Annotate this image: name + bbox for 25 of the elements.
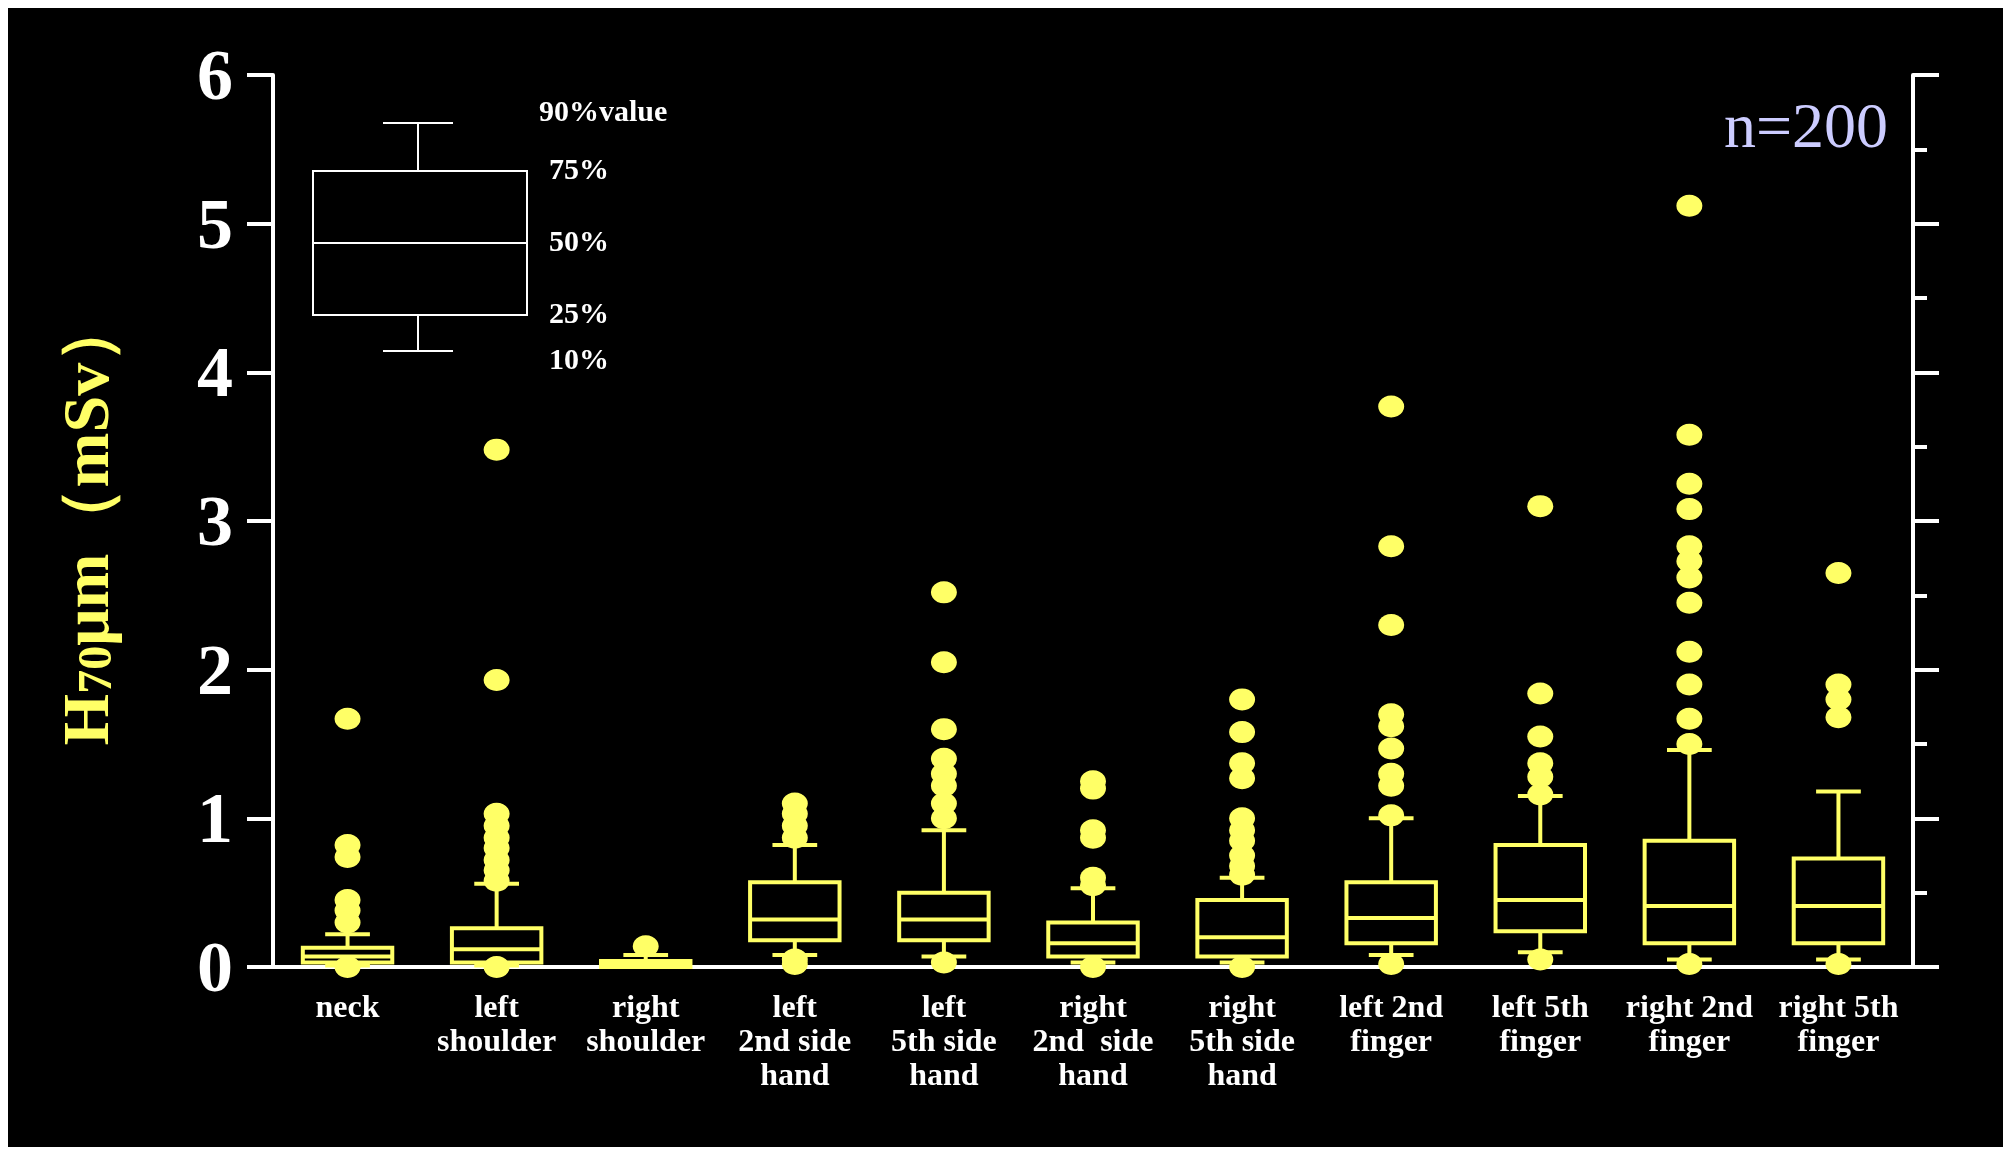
- y-tick-label: 1: [197, 778, 233, 859]
- annotation: n=200: [1723, 89, 1888, 161]
- y-tick-label: 5: [197, 183, 233, 264]
- x-tick-label: left shoulder: [437, 988, 557, 1058]
- x-tick-label: right 5th side hand: [1189, 988, 1295, 1092]
- y-tick-label: 3: [197, 481, 233, 561]
- annotation: 75%: [549, 151, 609, 185]
- x-tick-label: right shoulder: [586, 988, 706, 1058]
- y-tick-label: 0: [197, 927, 233, 1007]
- x-tick-label: right 2nd side hand: [1032, 988, 1154, 1092]
- x-tick-label: right 2nd finger: [1625, 988, 1754, 1058]
- x-tick-label: neck: [315, 988, 380, 1024]
- annotation: 90%value: [539, 93, 668, 127]
- x-tick-label: left 5th side hand: [891, 988, 997, 1092]
- annotation: 50%: [549, 223, 609, 257]
- y-tick-label: 4: [197, 332, 233, 413]
- annotation: 10%: [549, 341, 609, 375]
- x-tick-label: right 5th finger: [1778, 988, 1899, 1058]
- y-axis-title: H70μm（mSv）: [48, 296, 122, 746]
- x-tick-label: left 2nd finger: [1339, 988, 1444, 1058]
- x-tick-label: left 2nd side hand: [738, 988, 852, 1092]
- y-tick-label: 6: [197, 35, 233, 115]
- x-tick-label: left 5th finger: [1491, 988, 1589, 1058]
- annotation: 25%: [549, 295, 609, 329]
- y-tick-label: 2: [197, 629, 233, 710]
